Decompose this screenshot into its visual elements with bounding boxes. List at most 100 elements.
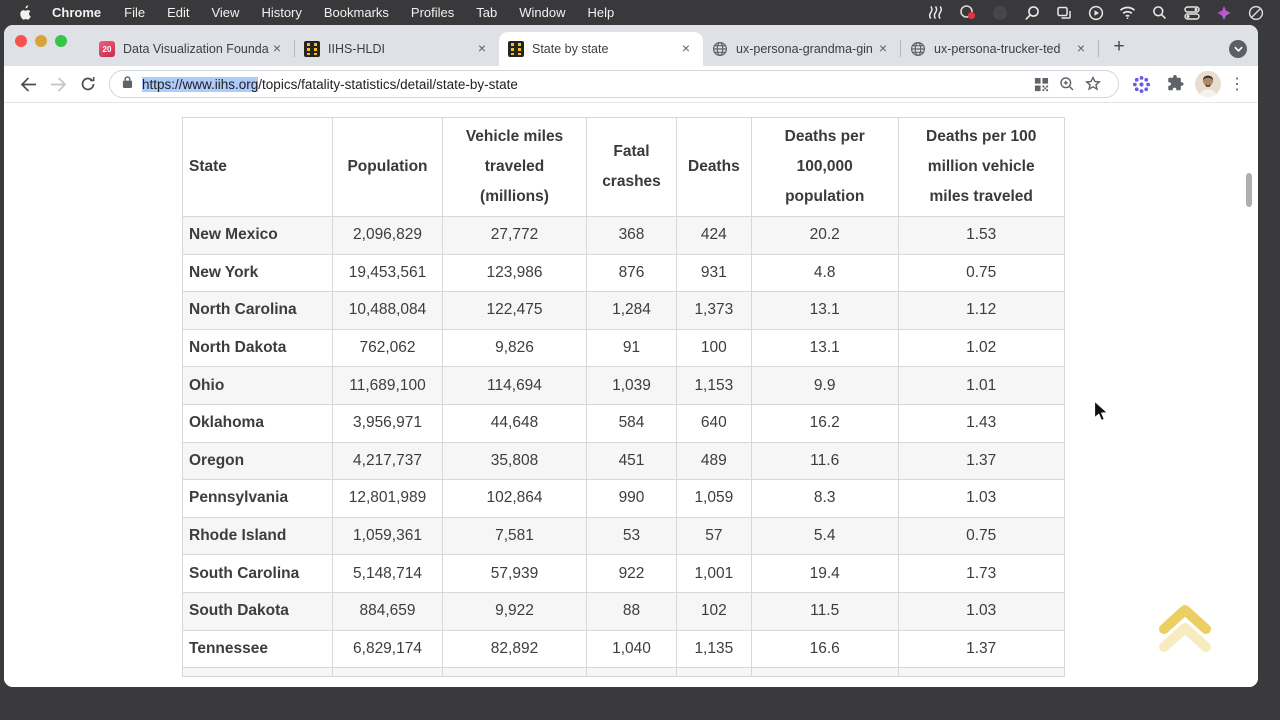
close-icon[interactable]: × <box>477 40 487 56</box>
table-row: Oregon 4,217,737 35,808 451 489 11.6 1.37 <box>182 441 1065 481</box>
forward-button[interactable] <box>43 69 73 99</box>
partial-clipped-row <box>182 667 1065 678</box>
tab-ux-persona-grandma[interactable]: ux-persona-grandma-gin × <box>703 32 900 66</box>
menu-item-edit[interactable]: Edit <box>167 5 190 20</box>
empty-cell <box>897 667 1065 678</box>
tab-ux-persona-trucker[interactable]: ux-persona-trucker-ted × <box>901 32 1098 66</box>
header-vehicle-miles: Vehicle miles traveled (millions) <box>442 117 587 217</box>
browser-menu-icon[interactable]: ⋮ <box>1229 76 1245 93</box>
inactive-app-icon[interactable] <box>991 4 1008 21</box>
value-cell: 13.1 <box>750 291 899 330</box>
qr-code-icon[interactable] <box>1028 72 1054 96</box>
control-center-icon[interactable] <box>1183 4 1200 21</box>
profile-avatar[interactable] <box>1195 71 1221 97</box>
state-cell: New Mexico <box>182 216 333 255</box>
value-cell: 57,939 <box>442 554 587 593</box>
value-cell: 100 <box>676 328 752 368</box>
menu-item-history[interactable]: History <box>261 5 302 20</box>
window-stack-icon[interactable] <box>1055 4 1072 21</box>
value-cell: 1.43 <box>897 403 1065 443</box>
value-cell: 1.53 <box>897 216 1065 255</box>
close-icon[interactable]: × <box>272 40 282 56</box>
value-cell: 10,488,084 <box>332 291 443 330</box>
scroll-to-top-icon[interactable] <box>1156 597 1214 662</box>
value-cell: 1,039 <box>586 366 677 405</box>
menu-bar-status-icons <box>927 4 1280 21</box>
table-row: North Carolina 10,488,084 122,475 1,284 1,37… <box>182 291 1065 330</box>
value-cell: 11,689,100 <box>332 366 443 405</box>
menu-item-view[interactable]: View <box>211 5 240 20</box>
scrollbar-thumb[interactable] <box>1246 173 1252 207</box>
iihs-road-icon <box>508 41 524 57</box>
bookmark-star-icon[interactable] <box>1080 72 1106 96</box>
value-cell: 44,648 <box>442 403 587 443</box>
header-deaths-per-100k: Deaths per 100,000 population <box>750 117 899 217</box>
value-cell: 1.37 <box>897 629 1065 669</box>
value-cell: 123,986 <box>442 253 587 293</box>
value-cell: 102 <box>676 591 752 631</box>
value-cell: 9.9 <box>750 366 899 405</box>
new-tab-button[interactable]: + <box>1113 36 1125 57</box>
mouse-cursor <box>1093 399 1110 429</box>
close-window-button[interactable] <box>15 35 27 47</box>
tab-iihs-hldi[interactable]: IIHS-HLDI × <box>295 32 499 66</box>
magnifier-app-icon[interactable] <box>1023 4 1040 21</box>
tab-data-visualization[interactable]: 20 Data Visualization Founda × <box>90 32 294 66</box>
spotlight-search-icon[interactable] <box>1151 4 1168 21</box>
empty-cell <box>182 667 333 678</box>
value-cell: 3,956,971 <box>332 403 443 443</box>
empty-cell <box>442 667 587 678</box>
value-cell: 8.3 <box>750 479 899 518</box>
reload-button[interactable] <box>73 69 103 99</box>
menu-item-bookmarks[interactable]: Bookmarks <box>323 5 389 20</box>
extensions-puzzle-icon[interactable] <box>1161 70 1189 98</box>
close-icon[interactable]: × <box>681 40 691 56</box>
table-row: Oklahoma 3,956,971 44,648 584 640 16.2 1.43 <box>182 403 1065 443</box>
play-circle-icon[interactable] <box>1087 4 1104 21</box>
value-cell: 1.73 <box>897 554 1065 593</box>
tab-state-by-state-active[interactable]: State by state × <box>499 32 703 66</box>
gradient-app-icon[interactable] <box>1215 4 1232 21</box>
menu-item-chrome[interactable]: Chrome <box>52 5 102 20</box>
zoom-icon[interactable] <box>1054 72 1080 96</box>
value-cell: 884,659 <box>332 591 443 631</box>
address-bar[interactable]: https://www.iihs.org/topics/fatality-sta… <box>109 70 1119 98</box>
menu-item-window[interactable]: Window <box>519 5 566 20</box>
value-cell: 922 <box>586 554 677 593</box>
minimize-window-button[interactable] <box>35 35 47 47</box>
url-text[interactable]: https://www.iihs.org/topics/fatality-sta… <box>142 76 1028 92</box>
menu-item-file[interactable]: File <box>124 5 146 20</box>
close-icon[interactable]: × <box>878 40 888 56</box>
value-cell: 91 <box>586 328 677 368</box>
fatality-statistics-table: State Population Vehicle miles traveled … <box>182 117 1065 678</box>
value-cell: 0.75 <box>897 516 1065 556</box>
state-cell: South Carolina <box>182 554 333 593</box>
wifi-icon[interactable] <box>1119 4 1136 21</box>
tab-label: IIHS-HLDI <box>328 42 385 56</box>
menu-item-help[interactable]: Help <box>587 5 615 20</box>
value-cell: 114,694 <box>442 366 587 405</box>
wavy-lines-icon[interactable] <box>927 4 944 21</box>
header-fatal-crashes: Fatal crashes <box>586 117 677 217</box>
value-cell: 122,475 <box>442 291 587 330</box>
value-cell: 762,062 <box>332 328 443 368</box>
value-cell: 1.03 <box>897 591 1065 631</box>
asterisk-extension-icon[interactable] <box>1127 70 1155 98</box>
value-cell: 82,892 <box>442 629 587 669</box>
value-cell: 1.02 <box>897 328 1065 368</box>
maximize-window-button[interactable] <box>55 35 67 47</box>
do-not-disturb-icon[interactable] <box>1247 4 1264 21</box>
tab-label: ux-persona-trucker-ted <box>934 42 1061 56</box>
menu-item-tab[interactable]: Tab <box>476 5 498 20</box>
apple-menu-icon[interactable] <box>10 5 40 20</box>
tab-search-chevron-button[interactable] <box>1229 40 1247 58</box>
recording-badge-icon[interactable] <box>959 4 976 21</box>
page-content: State Population Vehicle miles traveled … <box>4 103 1258 687</box>
close-icon[interactable]: × <box>1076 40 1086 56</box>
back-button[interactable] <box>13 69 43 99</box>
macos-menu-bar: Chrome File Edit View History Bookmarks … <box>0 0 1280 25</box>
menu-item-profiles[interactable]: Profiles <box>410 5 455 20</box>
table-body: New Mexico 2,096,829 27,772 368 424 20.2 1.53 N… <box>182 216 1065 678</box>
padlock-icon[interactable] <box>122 75 133 94</box>
tab-label: Data Visualization Founda <box>123 42 269 56</box>
